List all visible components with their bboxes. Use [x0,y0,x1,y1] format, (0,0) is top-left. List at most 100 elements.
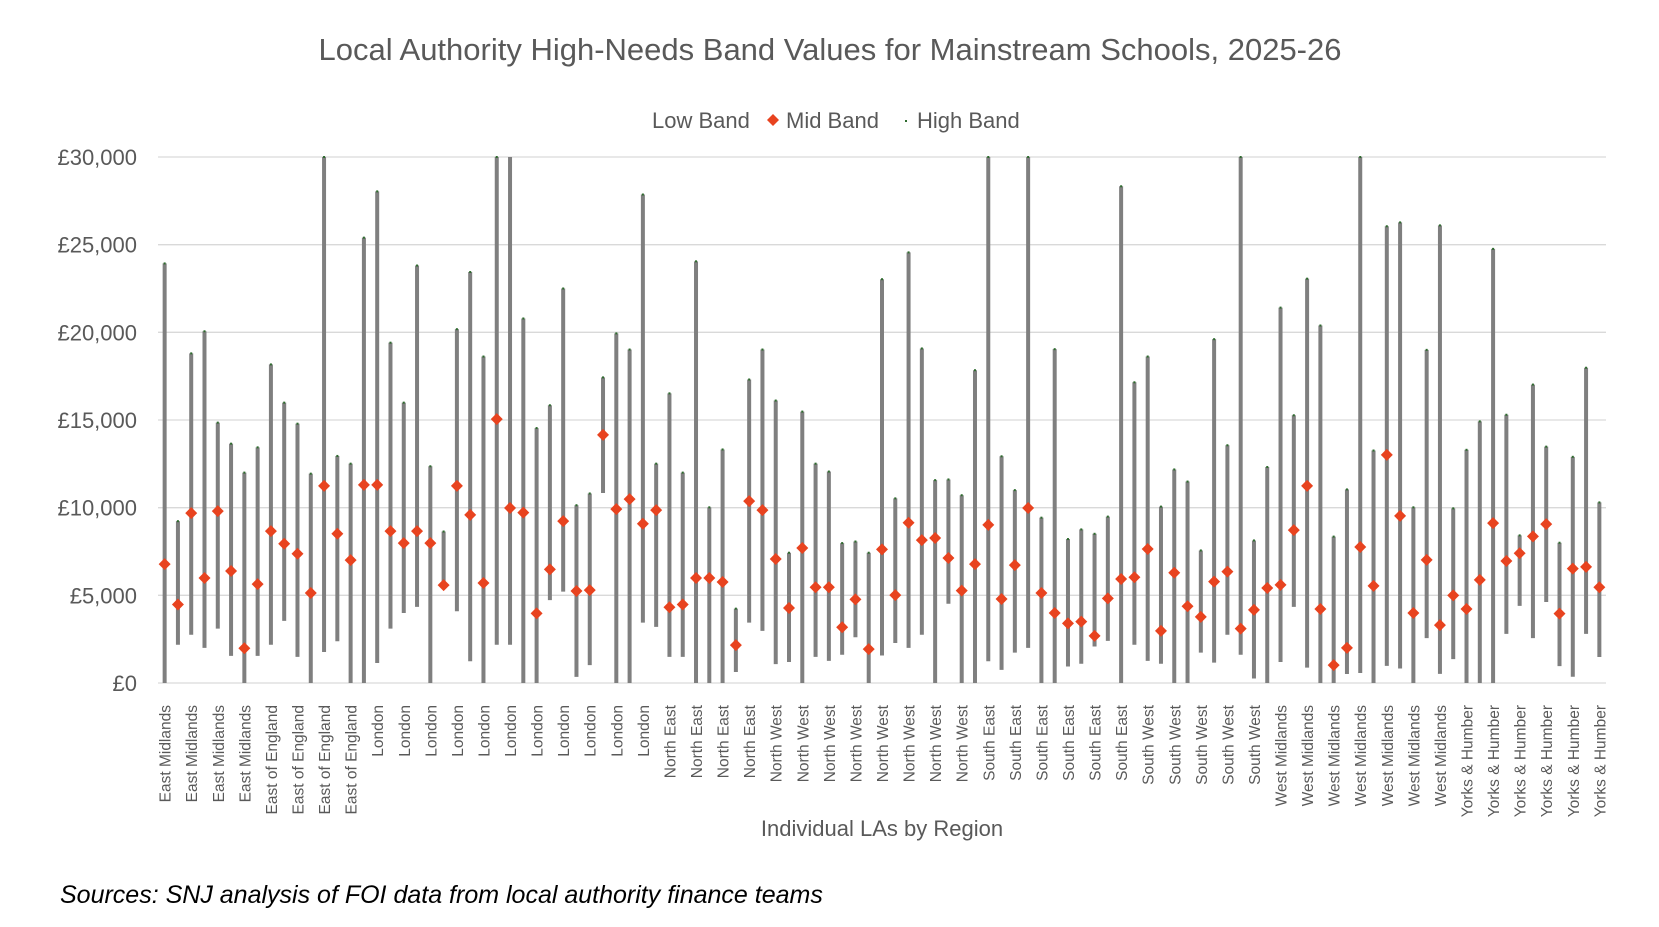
x-tick-label: South East [1034,704,1051,781]
y-tick-label: £20,000 [57,320,137,345]
mid-band-marker [889,589,902,602]
legend-mid-band: Mid Band [786,108,879,133]
la-range [198,330,211,648]
x-tick-label: London [423,705,440,757]
high-band-marker [163,262,166,265]
la-range [1526,383,1539,639]
high-band-marker [575,504,578,507]
x-tick-label: London [397,705,414,757]
mid-band-marker [1194,610,1207,623]
high-band-marker [1505,413,1508,416]
mid-band-marker [743,495,756,508]
mid-band-marker [198,571,211,584]
la-range [1314,324,1327,683]
high-band-marker [1465,448,1468,451]
x-tick-label: East of England [264,705,281,814]
la-range [955,494,968,683]
la-range [464,271,477,662]
mid-band-marker [1513,547,1526,560]
mid-band-marker [570,584,583,597]
la-range [477,355,490,683]
la-range [597,376,610,493]
la-range [1008,489,1021,653]
la-range [783,551,796,662]
la-range [1115,185,1128,683]
high-band-marker [1319,324,1322,327]
x-tick-label: North East [716,704,733,778]
y-tick-label: £5,000 [70,583,137,608]
la-range [1168,468,1181,683]
mid-band-marker [1234,622,1247,635]
high-band-marker [641,193,644,196]
high-band-marker [1558,541,1561,544]
mid-band-marker [703,571,716,584]
high-band-marker [761,348,764,351]
la-range [1500,413,1513,634]
x-tick-label: London [476,705,493,757]
la-range [1487,247,1500,683]
high-band-marker [562,287,565,290]
high-band-marker [296,422,299,425]
y-tick-label: £25,000 [57,233,137,258]
mid-band-marker [1048,607,1061,620]
mid-band-marker [1274,578,1287,591]
la-range [570,504,583,677]
la-range [769,399,782,665]
mid-band-marker [517,506,530,519]
la-range [1593,501,1606,658]
high-band-marker [402,401,405,404]
high-band-marker [1120,185,1123,188]
x-tick-label: East Midlands [158,705,175,803]
high-band-marker [203,330,206,333]
mid-band-marker [1460,603,1473,616]
mid-band-marker [929,531,942,544]
high-band-marker [1239,156,1242,158]
high-band-marker [774,399,777,402]
la-range [1075,528,1088,664]
high-band-marker [535,427,538,430]
x-tick-label: Yorks & Humber [1566,705,1583,817]
la-range [437,530,450,592]
la-range [1380,225,1393,666]
la-range [1553,541,1566,667]
high-band-marker [1027,156,1030,158]
la-range [982,156,995,662]
legend-low-band: Low Band [652,108,750,133]
y-tick-label: £15,000 [57,408,137,433]
mid-band-marker [663,601,676,614]
la-range [663,392,676,657]
mid-band-marker [384,525,397,538]
mid-band-marker [278,537,291,550]
x-tick-label: West Midlands [1274,705,1291,807]
la-range [1354,156,1367,674]
high-band-marker [495,156,498,158]
la-range [1141,355,1154,661]
mid-band-marker [504,502,517,515]
la-range [543,404,556,601]
la-range [238,471,251,683]
la-range [1367,449,1380,683]
mid-band-marker [1022,502,1035,515]
x-tick-label: South West [1220,704,1237,785]
high-band-marker [376,190,379,193]
x-tick-label: West Midlands [1433,705,1450,807]
la-range [517,317,530,683]
high-band-marker [1492,247,1495,250]
la-range [264,363,277,645]
mid-band-marker [1473,573,1486,586]
mid-band-marker [238,642,251,655]
mid-band-marker [1128,571,1141,584]
high-band-marker [1226,444,1229,447]
y-tick-label: £30,000 [57,145,137,170]
la-range [716,448,729,683]
la-range [490,156,503,645]
la-range [1407,506,1420,683]
high-band-marker [827,470,830,473]
mid-band-marker [783,601,796,614]
high-band-marker [1000,455,1003,458]
x-tick-label: London [583,705,600,757]
mid-band-marker [1394,509,1407,522]
mid-band-marker [1247,603,1260,616]
x-tick-label: South East [1008,704,1025,781]
source-note: Sources: SNJ analysis of FOI data from l… [60,881,823,909]
